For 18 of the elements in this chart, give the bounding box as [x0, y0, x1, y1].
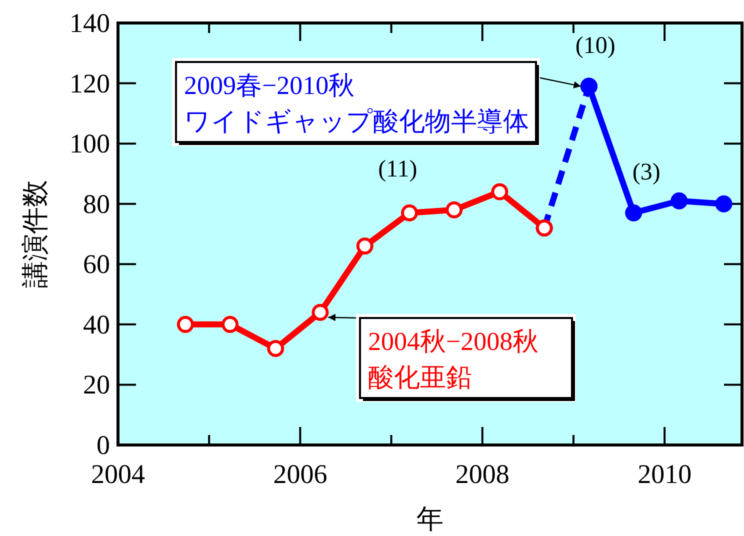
y-tick-label: 140	[70, 8, 110, 38]
y-axis-title: 講演件数	[20, 180, 50, 288]
y-tick-label: 0	[96, 430, 110, 460]
y-tick-label: 20	[83, 370, 110, 400]
x-tick-label: 2006	[273, 459, 328, 489]
annotation: (11)	[378, 156, 418, 183]
y-tick-label: 100	[70, 128, 110, 159]
annotation: (3)	[632, 160, 660, 186]
y-tick-label: 80	[83, 188, 110, 219]
x-tick-label: 2004	[91, 459, 146, 489]
x-tick-label: 2010	[638, 459, 692, 489]
y-tick-label: 40	[83, 309, 110, 340]
y-tick-label: 120	[70, 68, 110, 98]
series-label: 2004秋−2008秋酸化亜鉛	[368, 327, 539, 392]
y-tick-label: 60	[83, 249, 110, 280]
x-axis-title: 年	[416, 504, 444, 534]
x-tick-label: 2008	[455, 459, 510, 489]
annotation: (10)	[575, 33, 616, 60]
